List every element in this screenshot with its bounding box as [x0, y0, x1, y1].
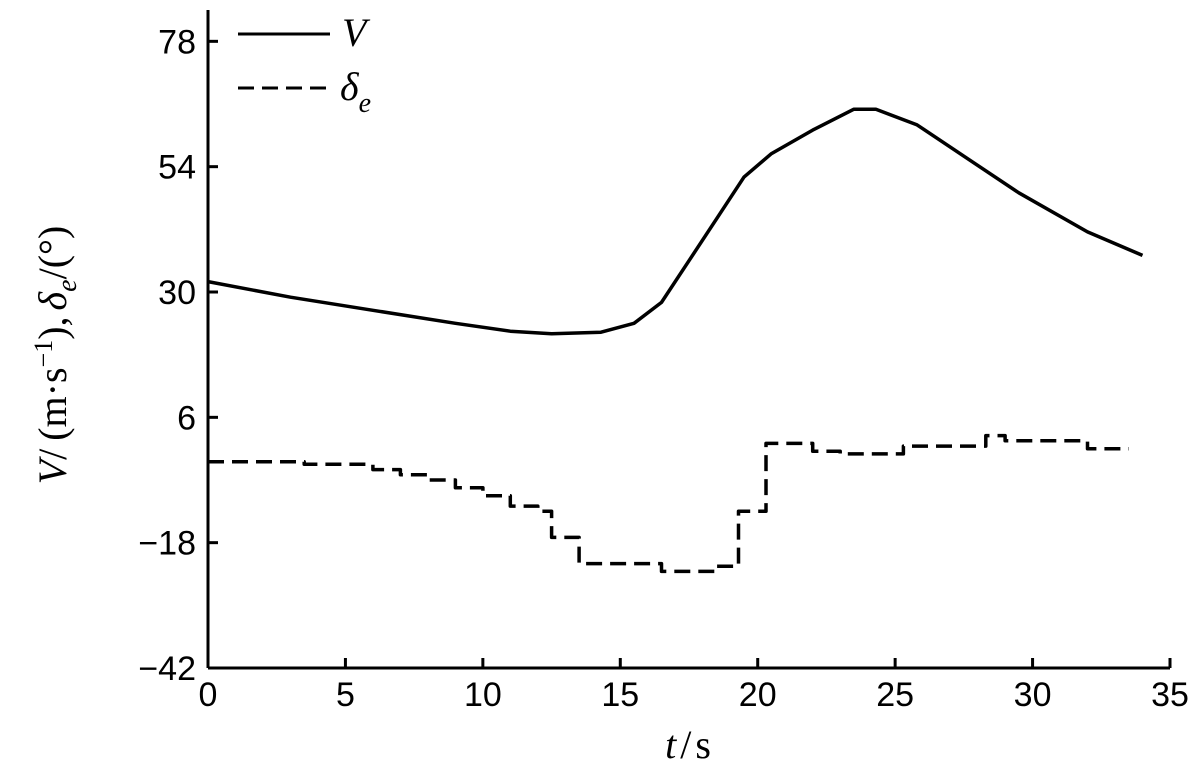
y-label-v-sep: / [30, 448, 75, 460]
legend-delta-subscript: e [359, 88, 371, 119]
y-ticks: −42 −18 6 30 54 78 [138, 23, 218, 688]
legend-label-delta: δe [340, 64, 371, 119]
series-layer [207, 107, 1144, 574]
y-label-delta: δ [30, 290, 75, 310]
x-axis-label-unit: s [695, 722, 711, 767]
x-tick-label-7: 35 [1151, 676, 1189, 714]
y-axis-label: V/(m·s−1),δe/(°) [29, 226, 83, 485]
x-axis-label: t / s [665, 722, 711, 767]
x-axis-label-var: t [665, 722, 677, 767]
legend-delta-symbol: δ [340, 64, 360, 109]
x-axis-label-sep: / [680, 722, 692, 767]
plot-frame [206, 10, 1170, 670]
y-tick-label-5: 78 [158, 23, 196, 61]
y-label-v-unit-open: (m·s [30, 367, 75, 440]
x-tick-label-1: 5 [336, 676, 355, 714]
x-ticks: 0 5 10 15 20 25 30 35 [199, 658, 1189, 714]
y-tick-label-4: 54 [158, 149, 196, 187]
y-tick-label-3: 30 [158, 274, 196, 312]
x-tick-label-4: 20 [739, 676, 777, 714]
y-label-delta-sep: / [30, 267, 75, 279]
x-tick-label-5: 25 [876, 676, 914, 714]
x-tick-label-3: 15 [601, 676, 639, 714]
y-label-v-unit-close: ), [30, 316, 75, 339]
series-line-delta-e [208, 433, 1129, 574]
y-label-v: V [30, 455, 75, 484]
x-tick-label-6: 30 [1014, 676, 1052, 714]
y-tick-label-0: −42 [138, 650, 196, 688]
legend-label-v: V [342, 10, 371, 55]
x-tick-label-2: 10 [464, 676, 502, 714]
series-line-v [207, 107, 1144, 336]
y-tick-label-1: −18 [138, 525, 196, 563]
y-tick-label-2: 6 [177, 399, 196, 437]
y-label-delta-sub: e [52, 279, 83, 291]
y-label-delta-unit: (°) [30, 226, 75, 269]
legend: V δe [238, 10, 371, 119]
x-tick-label-0: 0 [199, 676, 218, 714]
y-label-v-unit-exp: −1 [29, 340, 58, 368]
